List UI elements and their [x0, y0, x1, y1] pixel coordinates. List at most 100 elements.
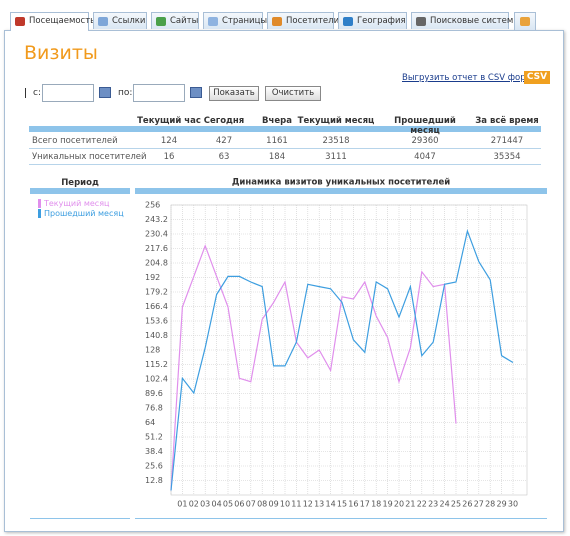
panel — [4, 30, 564, 532]
cell: 4047 — [414, 152, 436, 162]
row-label: Всего посетителей — [32, 136, 118, 146]
column-header: Текущий месяц — [297, 116, 375, 126]
x-tick-label: 07 — [246, 500, 256, 509]
x-tick-label: 10 — [280, 500, 290, 509]
x-tick-label: 01 — [177, 500, 187, 509]
y-tick-label: 25.6 — [145, 462, 163, 471]
x-tick-label: 06 — [234, 500, 244, 509]
x-tick-label: 23 — [428, 500, 438, 509]
x-tick-label: 11 — [291, 500, 301, 509]
csv-badge[interactable]: CSV — [524, 71, 550, 84]
x-tick-label: 19 — [383, 500, 393, 509]
x-tick-label: 16 — [348, 500, 358, 509]
legend-label: Прошедший месяц — [44, 209, 124, 218]
separator — [25, 88, 26, 98]
cell: 184 — [268, 152, 286, 162]
cell: 16 — [163, 152, 175, 162]
tab[interactable]: География — [338, 12, 407, 29]
y-tick-label: 179.2 — [145, 288, 168, 297]
legend-swatch — [38, 209, 41, 218]
x-tick-label: 17 — [360, 500, 370, 509]
x-tick-label: 29 — [497, 500, 507, 509]
legend-swatch — [38, 199, 41, 208]
y-tick-label: 64 — [145, 418, 155, 427]
tab[interactable]: Ссылки — [93, 12, 147, 29]
tab-icon — [520, 17, 530, 26]
cell: 1161 — [266, 136, 288, 146]
x-tick-label: 12 — [303, 500, 313, 509]
tab-label: Поисковые системы — [430, 16, 520, 26]
column-header: Прошедший месяц — [394, 116, 456, 136]
row-divider — [29, 148, 541, 149]
y-tick-label: 230.4 — [145, 230, 168, 239]
x-tick-label: 26 — [462, 500, 472, 509]
to-input[interactable] — [133, 84, 185, 102]
y-tick-label: 38.4 — [145, 447, 163, 456]
x-tick-label: 02 — [189, 500, 199, 509]
tab-icon — [208, 17, 218, 26]
row-divider — [29, 164, 541, 165]
tab-label: Сайты — [170, 16, 199, 26]
column-header: Сегодня — [203, 116, 245, 126]
tab-label: География — [357, 16, 406, 26]
x-tick-label: 13 — [314, 500, 324, 509]
tab-label: Посещаемость — [29, 16, 96, 26]
tab[interactable]: Страницы — [203, 12, 267, 29]
x-tick-label: 03 — [200, 500, 210, 509]
tab-icon — [15, 17, 25, 26]
calendar-icon[interactable] — [99, 87, 111, 98]
tab[interactable]: Поисковые системы — [411, 12, 520, 29]
export-link[interactable]: Выгрузить отчет в CSV формате — [402, 73, 548, 83]
y-tick-label: 51.2 — [145, 433, 163, 442]
y-tick-label: 128 — [145, 346, 160, 355]
period-header: Период — [61, 178, 99, 188]
footer-line — [135, 518, 547, 519]
chart-band — [135, 188, 547, 194]
y-tick-label: 12.8 — [145, 476, 163, 485]
table-header-band — [29, 126, 541, 132]
x-tick-label: 21 — [405, 500, 415, 509]
footer-line — [30, 518, 130, 519]
y-tick-label: 256 — [145, 201, 160, 210]
x-tick-label: 08 — [257, 500, 267, 509]
column-header: За всё время — [475, 116, 539, 126]
x-tick-label: 14 — [326, 500, 336, 509]
calendar-icon[interactable] — [190, 87, 202, 98]
from-input[interactable] — [42, 84, 94, 102]
x-tick-label: 22 — [417, 500, 427, 509]
y-tick-label: 102.4 — [145, 375, 168, 384]
cell: 29360 — [411, 136, 439, 146]
x-tick-label: 18 — [371, 500, 381, 509]
x-tick-label: 24 — [440, 500, 450, 509]
x-tick-label: 28 — [485, 500, 495, 509]
y-tick-label: 192 — [145, 273, 160, 282]
period-band — [30, 188, 130, 194]
y-tick-label: 140.8 — [145, 331, 168, 340]
tab-icon — [98, 17, 108, 26]
tab[interactable]: Сайты — [151, 12, 199, 29]
x-tick-label: 30 — [508, 500, 518, 509]
x-tick-label: 25 — [451, 500, 461, 509]
show-button[interactable]: Показать — [209, 86, 259, 101]
tab[interactable]: Посетители — [267, 12, 339, 29]
tab-label: Посетители — [286, 16, 340, 26]
y-tick-label: 166.4 — [145, 302, 168, 311]
y-tick-label: 153.6 — [145, 317, 168, 326]
extra-tab[interactable] — [514, 12, 536, 30]
series-line — [170, 228, 514, 491]
cell: 271447 — [490, 136, 524, 146]
y-tick-label: 76.8 — [145, 404, 163, 413]
x-tick-label: 05 — [223, 500, 233, 509]
clear-button[interactable]: Очистить — [265, 86, 321, 101]
cell: 124 — [160, 136, 178, 146]
tab-icon — [272, 17, 282, 26]
from-label: с: — [33, 88, 41, 98]
tab[interactable]: Посещаемость — [10, 12, 95, 31]
cell: 427 — [215, 136, 233, 146]
page-title: Визиты — [24, 42, 98, 64]
y-tick-label: 217.6 — [145, 244, 168, 253]
cell: 23518 — [322, 136, 350, 146]
cell: 3111 — [325, 152, 347, 162]
